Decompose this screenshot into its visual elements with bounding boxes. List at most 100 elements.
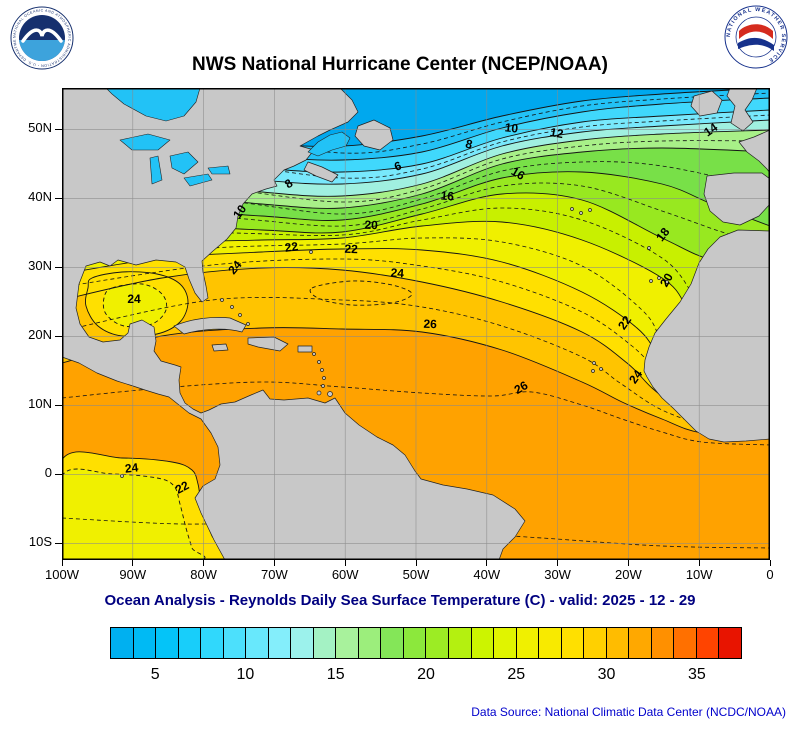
colorbar-tick-label-5: 5 <box>150 666 160 683</box>
grid-lines <box>62 88 770 560</box>
colorbar-cell-4 <box>201 628 224 658</box>
land-puerto-rico <box>297 345 313 353</box>
land-nova-scotia <box>303 161 339 183</box>
lon-tick-label: 90W <box>119 567 147 582</box>
lon-tick-label: 80W <box>190 567 217 582</box>
colorbar-cell-13 <box>403 628 427 658</box>
colorbar-tick-label-30: 30 <box>597 666 616 683</box>
map-frame <box>62 88 770 560</box>
lon-tick <box>132 560 134 566</box>
lat-tick <box>55 404 62 406</box>
contour-label-6: 6 <box>392 158 403 173</box>
contour-dashed-27C <box>62 381 770 446</box>
colorbar-cell-9 <box>313 628 337 658</box>
grid-parallels <box>62 129 770 544</box>
colorbar-cell-7 <box>268 628 292 658</box>
water-gulf-st-lawrence <box>307 131 351 157</box>
colorbar-tick-label-10: 10 <box>236 666 255 683</box>
sargasso-eddy <box>309 280 413 306</box>
lon-tick <box>273 560 275 566</box>
lon-tick-label: 100W <box>45 567 79 582</box>
colorbar-tick-label-15: 15 <box>326 666 345 683</box>
data-source-text: Data Source: National Climatic Data Cent… <box>471 705 786 719</box>
contour-label-26: 26 <box>512 378 531 397</box>
lon-tick-label: 50W <box>402 567 430 582</box>
water-lake-ontario <box>207 165 231 175</box>
lon-tick <box>486 560 488 566</box>
land-hispaniola <box>247 336 289 352</box>
land-newfoundland <box>354 119 394 151</box>
land-ireland <box>690 90 723 117</box>
contour-label-22: 22 <box>284 239 299 255</box>
colorbar-cell-24 <box>651 628 675 658</box>
water-lake-huron <box>169 151 199 175</box>
colorbar-cell-5 <box>223 628 247 658</box>
lon-tick <box>61 560 63 566</box>
colorbar-cell-12 <box>381 628 404 658</box>
colorbar-cell-27 <box>719 628 741 658</box>
gulf-of-mexico-inner <box>102 283 168 328</box>
lat-tick-label: 40N <box>28 189 52 205</box>
land-africa <box>643 229 770 443</box>
colorbar-cell-3 <box>178 628 202 658</box>
grid-meridians <box>132 88 700 560</box>
lon-tick <box>698 560 700 566</box>
lon-tick-label: 0 <box>766 567 774 582</box>
noaa-sea <box>19 40 65 61</box>
nws-blue-swoosh-icon <box>738 37 774 51</box>
colorbar <box>110 627 742 659</box>
colorbar-cell-15 <box>448 628 472 658</box>
lon-tick <box>203 560 205 566</box>
lat-tick <box>55 266 62 268</box>
ocean-overlays <box>62 271 413 560</box>
lon-tick-label: 60W <box>331 567 359 582</box>
lat-tick-label: 50N <box>28 120 52 136</box>
lon-tick <box>344 560 346 566</box>
lat-tick <box>55 335 62 337</box>
contour-label-24: 24 <box>124 460 139 475</box>
water-lake-michigan <box>149 155 163 185</box>
colorbar-cell-14 <box>426 628 449 658</box>
contour-label-24: 24 <box>390 266 405 281</box>
contour-label-26: 26 <box>423 317 437 331</box>
nws-inner-circle <box>735 16 777 58</box>
colorbar-cell-25 <box>674 628 697 658</box>
lat-tick-label: 0 <box>44 465 52 481</box>
contour-label-10: 10 <box>504 120 519 135</box>
lat-tick-label: 20N <box>28 327 52 343</box>
colorbar-cell-17 <box>494 628 517 658</box>
colorbar-tick-label-20: 20 <box>417 666 435 683</box>
colorbar-cell-21 <box>584 628 607 658</box>
colorbar-cell-0 <box>111 628 134 658</box>
colorbar-cell-16 <box>471 628 495 658</box>
colorbar-cell-6 <box>246 628 269 658</box>
land-cuba <box>173 317 247 335</box>
lon-tick <box>557 560 559 566</box>
lon-tick <box>627 560 629 566</box>
water-hudson-bay <box>105 88 201 122</box>
lon-tick-label: 10W <box>685 567 713 582</box>
sst-map-area: 10 8 6 8 10 12 14 16 16 20 18 22 22 24 24 20 26 22 26 24 24 2… <box>62 88 770 560</box>
land-americas <box>62 88 526 560</box>
map-caption: Ocean Analysis - Reynolds Daily Sea Surf… <box>104 592 696 609</box>
contour-label-22: 22 <box>344 242 358 256</box>
contour-label-20: 20 <box>657 270 676 289</box>
lat-tick-label: 30N <box>28 258 52 274</box>
lat-tick <box>55 197 62 199</box>
contour-label-24: 24 <box>127 292 141 306</box>
noaa-logo: NATIONAL OCEANIC AND ATMOSPHERIC ADMINIS… <box>10 6 74 70</box>
colorbar-cell-22 <box>606 628 630 658</box>
colorbar-cell-11 <box>358 628 382 658</box>
colorbar-cell-2 <box>156 628 179 658</box>
colorbar-cell-1 <box>133 628 157 658</box>
contour-label-16: 16 <box>440 189 455 204</box>
colorbar-tick-label-25: 25 <box>507 666 526 683</box>
colorbar-cell-19 <box>539 628 562 658</box>
colorbar-cell-20 <box>561 628 585 658</box>
noaa-gull-icon <box>21 28 63 43</box>
lon-tick-label: 70W <box>261 567 288 582</box>
contour-label-16: 16 <box>509 164 528 183</box>
lat-tick <box>55 542 62 544</box>
colorbar-cell-8 <box>291 628 314 658</box>
